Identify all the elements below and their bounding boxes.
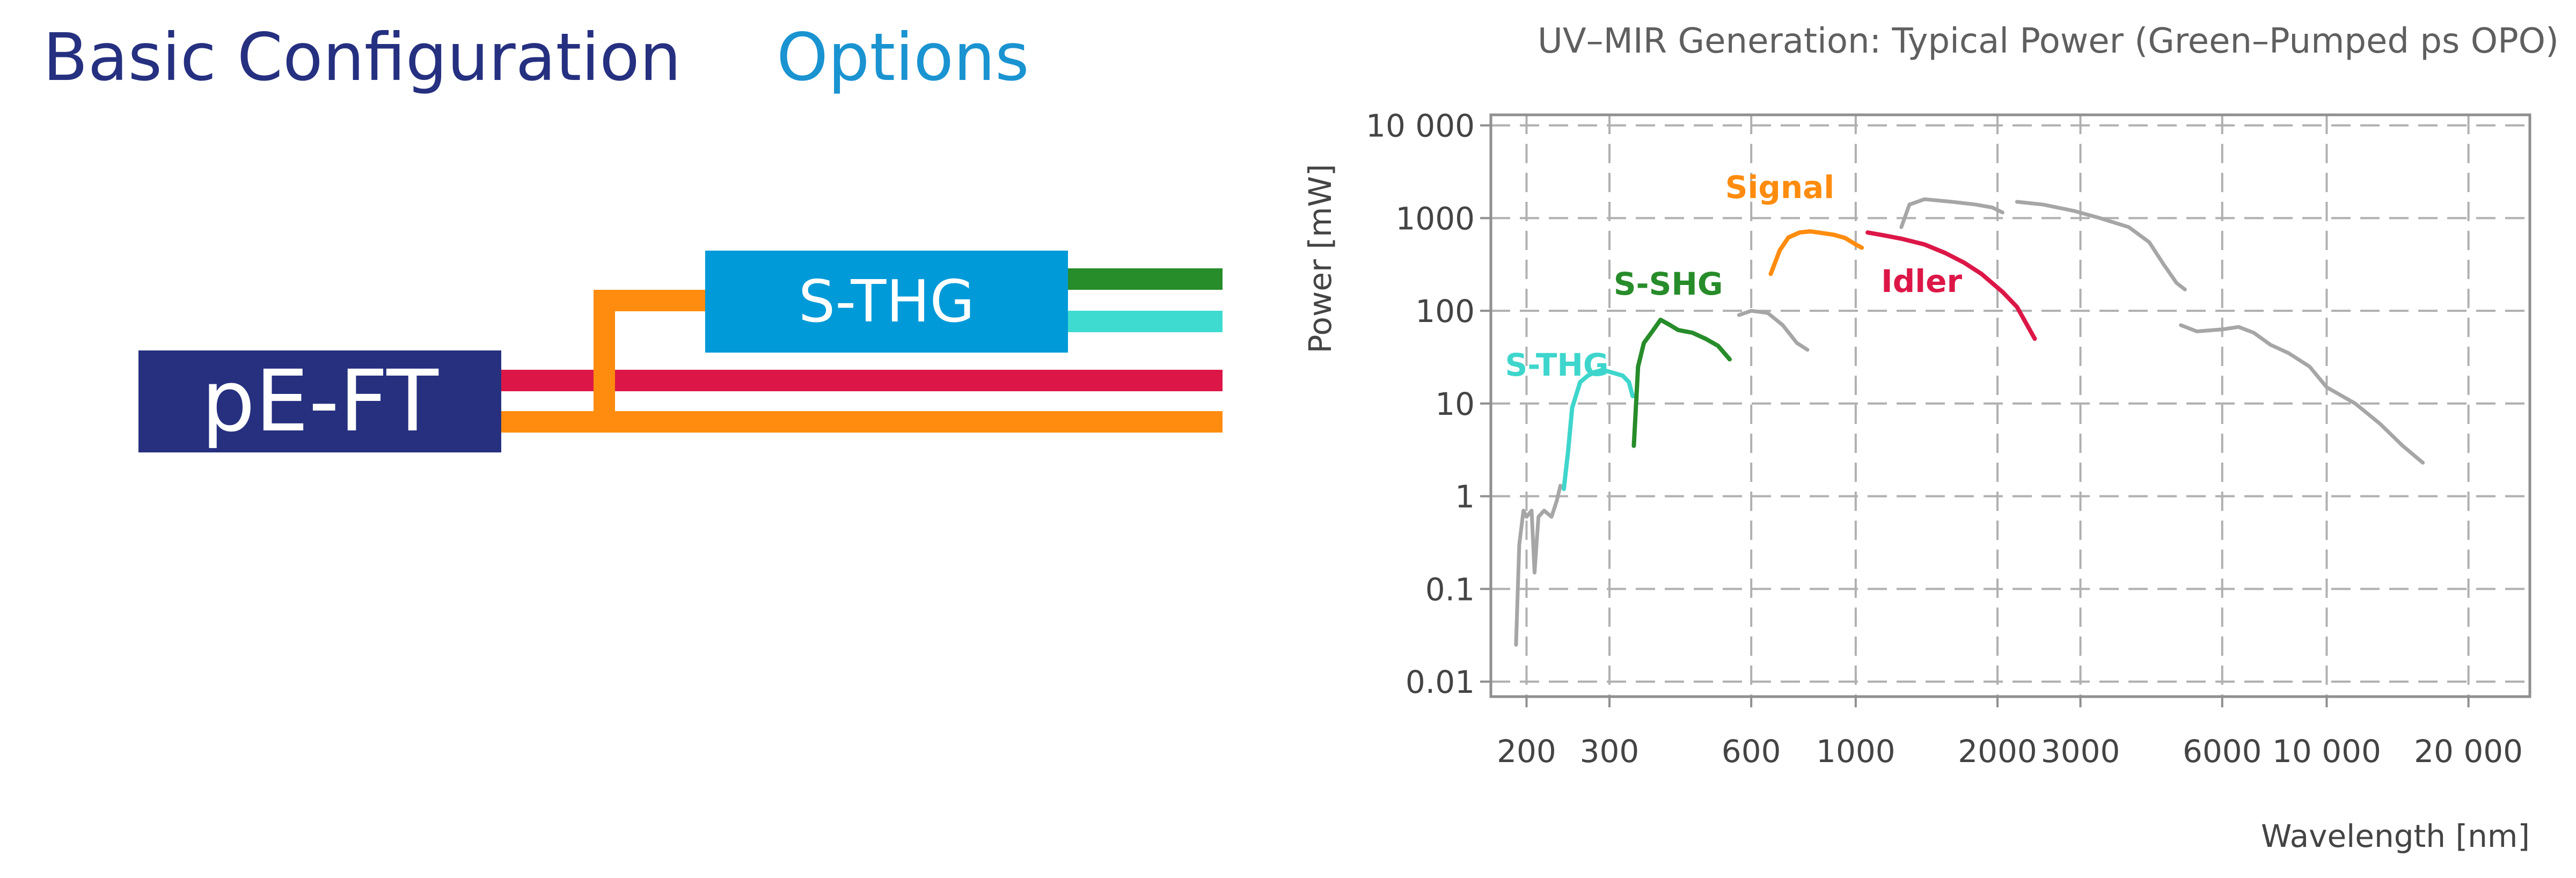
reference-series-line	[2179, 323, 2425, 465]
chart-title: UV–MIR Generation: Typical Power (Green–…	[1538, 21, 2559, 61]
x-tick-label: 300	[1580, 733, 1640, 770]
green-beam	[1066, 268, 1223, 290]
orange-beam-main	[499, 411, 1223, 433]
x-tick-label: 1000	[1816, 733, 1896, 770]
x-tick-label: 20 000	[2414, 733, 2523, 770]
x-tick-label: 3000	[2041, 733, 2120, 770]
signal-series-label: Signal	[1725, 169, 1834, 206]
x-axis-label: Wavelength [nm]	[2261, 818, 2530, 854]
pe-ft-block: pE-FT	[138, 350, 501, 452]
y-tick-label: 1000	[1395, 200, 1475, 237]
reference-series-line	[2015, 200, 2187, 291]
reference-series-line	[1514, 484, 1562, 647]
s-thg-series-line	[1561, 368, 1635, 491]
y-tick-label: 10	[1435, 386, 1475, 422]
y-tick-label: 10 000	[1366, 108, 1475, 144]
x-tick-label: 600	[1722, 733, 1781, 770]
x-tick-label: 10 000	[2272, 733, 2381, 770]
x-tick-label: 6000	[2183, 733, 2262, 770]
y-tick-label: 1	[1455, 479, 1475, 515]
reference-series-line	[1899, 197, 2004, 229]
s-thg-option-block: S-THG	[705, 251, 1068, 353]
y-axis-label: Power [mW]	[1302, 164, 1338, 354]
y-tick-label: 0.1	[1425, 571, 1475, 608]
red-beam	[499, 370, 1223, 391]
y-tick-label: 100	[1415, 293, 1475, 330]
plot-frame	[1489, 113, 2531, 698]
x-tick-label: 200	[1497, 733, 1556, 770]
options-heading: Options	[777, 19, 1029, 96]
basic-configuration-heading: Basic Configuration	[43, 19, 682, 96]
cyan-beam	[1066, 311, 1223, 332]
x-tick-label: 2000	[1958, 733, 2037, 770]
s-shg-series-label: S-SHG	[1614, 266, 1723, 302]
reference-series-line	[1737, 309, 1810, 352]
idler-series-line	[1865, 230, 2037, 341]
y-tick-label: 0.01	[1406, 664, 1475, 700]
s-shg-series-line	[1631, 317, 1732, 448]
signal-series-line	[1768, 229, 1864, 276]
idler-series-label: Idler	[1881, 263, 1962, 299]
s-thg-series-label: S-THG	[1505, 347, 1609, 383]
orange-beam-vertical	[594, 290, 615, 433]
orange-beam-branch	[594, 290, 707, 311]
